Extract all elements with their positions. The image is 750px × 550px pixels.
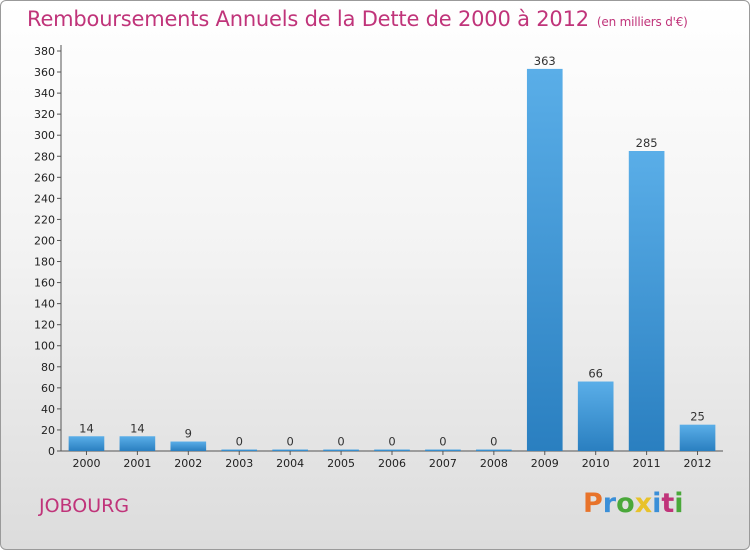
data-label-2004: 0 [286, 435, 293, 449]
y-tick-label: 60 [41, 382, 55, 395]
y-tick-label: 120 [34, 319, 55, 332]
x-tick-label: 2003 [225, 457, 253, 470]
bar-2007 [425, 449, 461, 451]
bar-2009 [526, 68, 563, 451]
bar-2011 [628, 151, 665, 451]
data-label-2000: 14 [79, 421, 94, 435]
logo-letter: P [583, 488, 603, 519]
chart-subtitle: (en milliers d'€) [596, 15, 688, 29]
logo-letter: r [602, 488, 617, 519]
x-tick-label: 2006 [378, 457, 406, 470]
logo-letter: i [652, 488, 662, 519]
x-tick-label: 2001 [123, 457, 151, 470]
x-tick-label: 2005 [327, 457, 355, 470]
y-tick-label: 0 [48, 445, 55, 458]
bar-2003 [221, 449, 258, 451]
data-label-2003: 0 [236, 435, 243, 449]
y-tick-label: 200 [34, 234, 55, 247]
y-tick-label: 280 [34, 150, 55, 163]
data-label-2008: 0 [490, 435, 497, 449]
y-tick-label: 360 [34, 66, 55, 79]
y-tick-label: 240 [34, 192, 55, 205]
data-label-2009: 363 [534, 54, 556, 68]
y-tick-label: 100 [34, 340, 55, 353]
logo-letter: t [661, 488, 675, 519]
data-label-2011: 285 [636, 136, 658, 150]
logo-letter: o [616, 488, 635, 519]
bar-2010 [577, 381, 614, 451]
x-tick-label: 2008 [480, 457, 508, 470]
bar-2000 [68, 436, 105, 451]
chart-title-text: Remboursements Annuels de la Dette de 20… [27, 7, 589, 31]
y-tick-label: 340 [34, 87, 55, 100]
bar-2004 [272, 449, 308, 451]
data-label-2001: 14 [130, 421, 145, 435]
x-tick-label: 2012 [684, 457, 712, 470]
bar-2005 [323, 449, 359, 451]
y-tick-label: 180 [34, 256, 55, 269]
y-tick-label: 80 [41, 361, 55, 374]
data-label-2002: 9 [185, 427, 192, 441]
proxiti-logo: Proxiti [583, 488, 684, 519]
y-tick-label: 160 [34, 277, 55, 290]
logo-letter: i [674, 488, 684, 519]
bar-2002 [170, 441, 207, 451]
x-tick-label: 2007 [429, 457, 457, 470]
x-tick-label: 2009 [531, 457, 559, 470]
y-tick-label: 220 [34, 213, 55, 226]
data-label-2012: 25 [690, 410, 705, 424]
data-label-2010: 66 [588, 367, 603, 381]
bar-2001 [119, 436, 156, 451]
chart-title: Remboursements Annuels de la Dette de 20… [27, 7, 688, 31]
data-label-2007: 0 [439, 435, 446, 449]
x-tick-label: 2004 [276, 457, 304, 470]
y-tick-label: 300 [34, 129, 55, 142]
y-tick-label: 320 [34, 108, 55, 121]
chart-bars [68, 68, 716, 451]
y-tick-label: 380 [34, 45, 55, 58]
y-tick-label: 20 [41, 424, 55, 437]
data-label-2005: 0 [337, 435, 344, 449]
y-tick-label: 260 [34, 171, 55, 184]
bar-2006 [374, 449, 410, 451]
chart-axes: 0204060801001201401601802002202402602803… [34, 45, 723, 470]
data-label-2006: 0 [388, 435, 395, 449]
bar-2008 [476, 449, 512, 451]
x-tick-label: 2000 [72, 457, 100, 470]
place-name: JOBOURG [39, 495, 130, 517]
y-tick-label: 40 [41, 403, 55, 416]
logo-letter: x [634, 488, 653, 519]
x-tick-label: 2002 [174, 457, 202, 470]
x-tick-label: 2010 [582, 457, 610, 470]
chart-data-labels: 14 14 9 0 0 0 0 0 0 363 66 285 25 [79, 54, 705, 449]
x-tick-label: 2011 [633, 457, 661, 470]
y-tick-label: 140 [34, 298, 55, 311]
bar-2012 [679, 424, 716, 451]
